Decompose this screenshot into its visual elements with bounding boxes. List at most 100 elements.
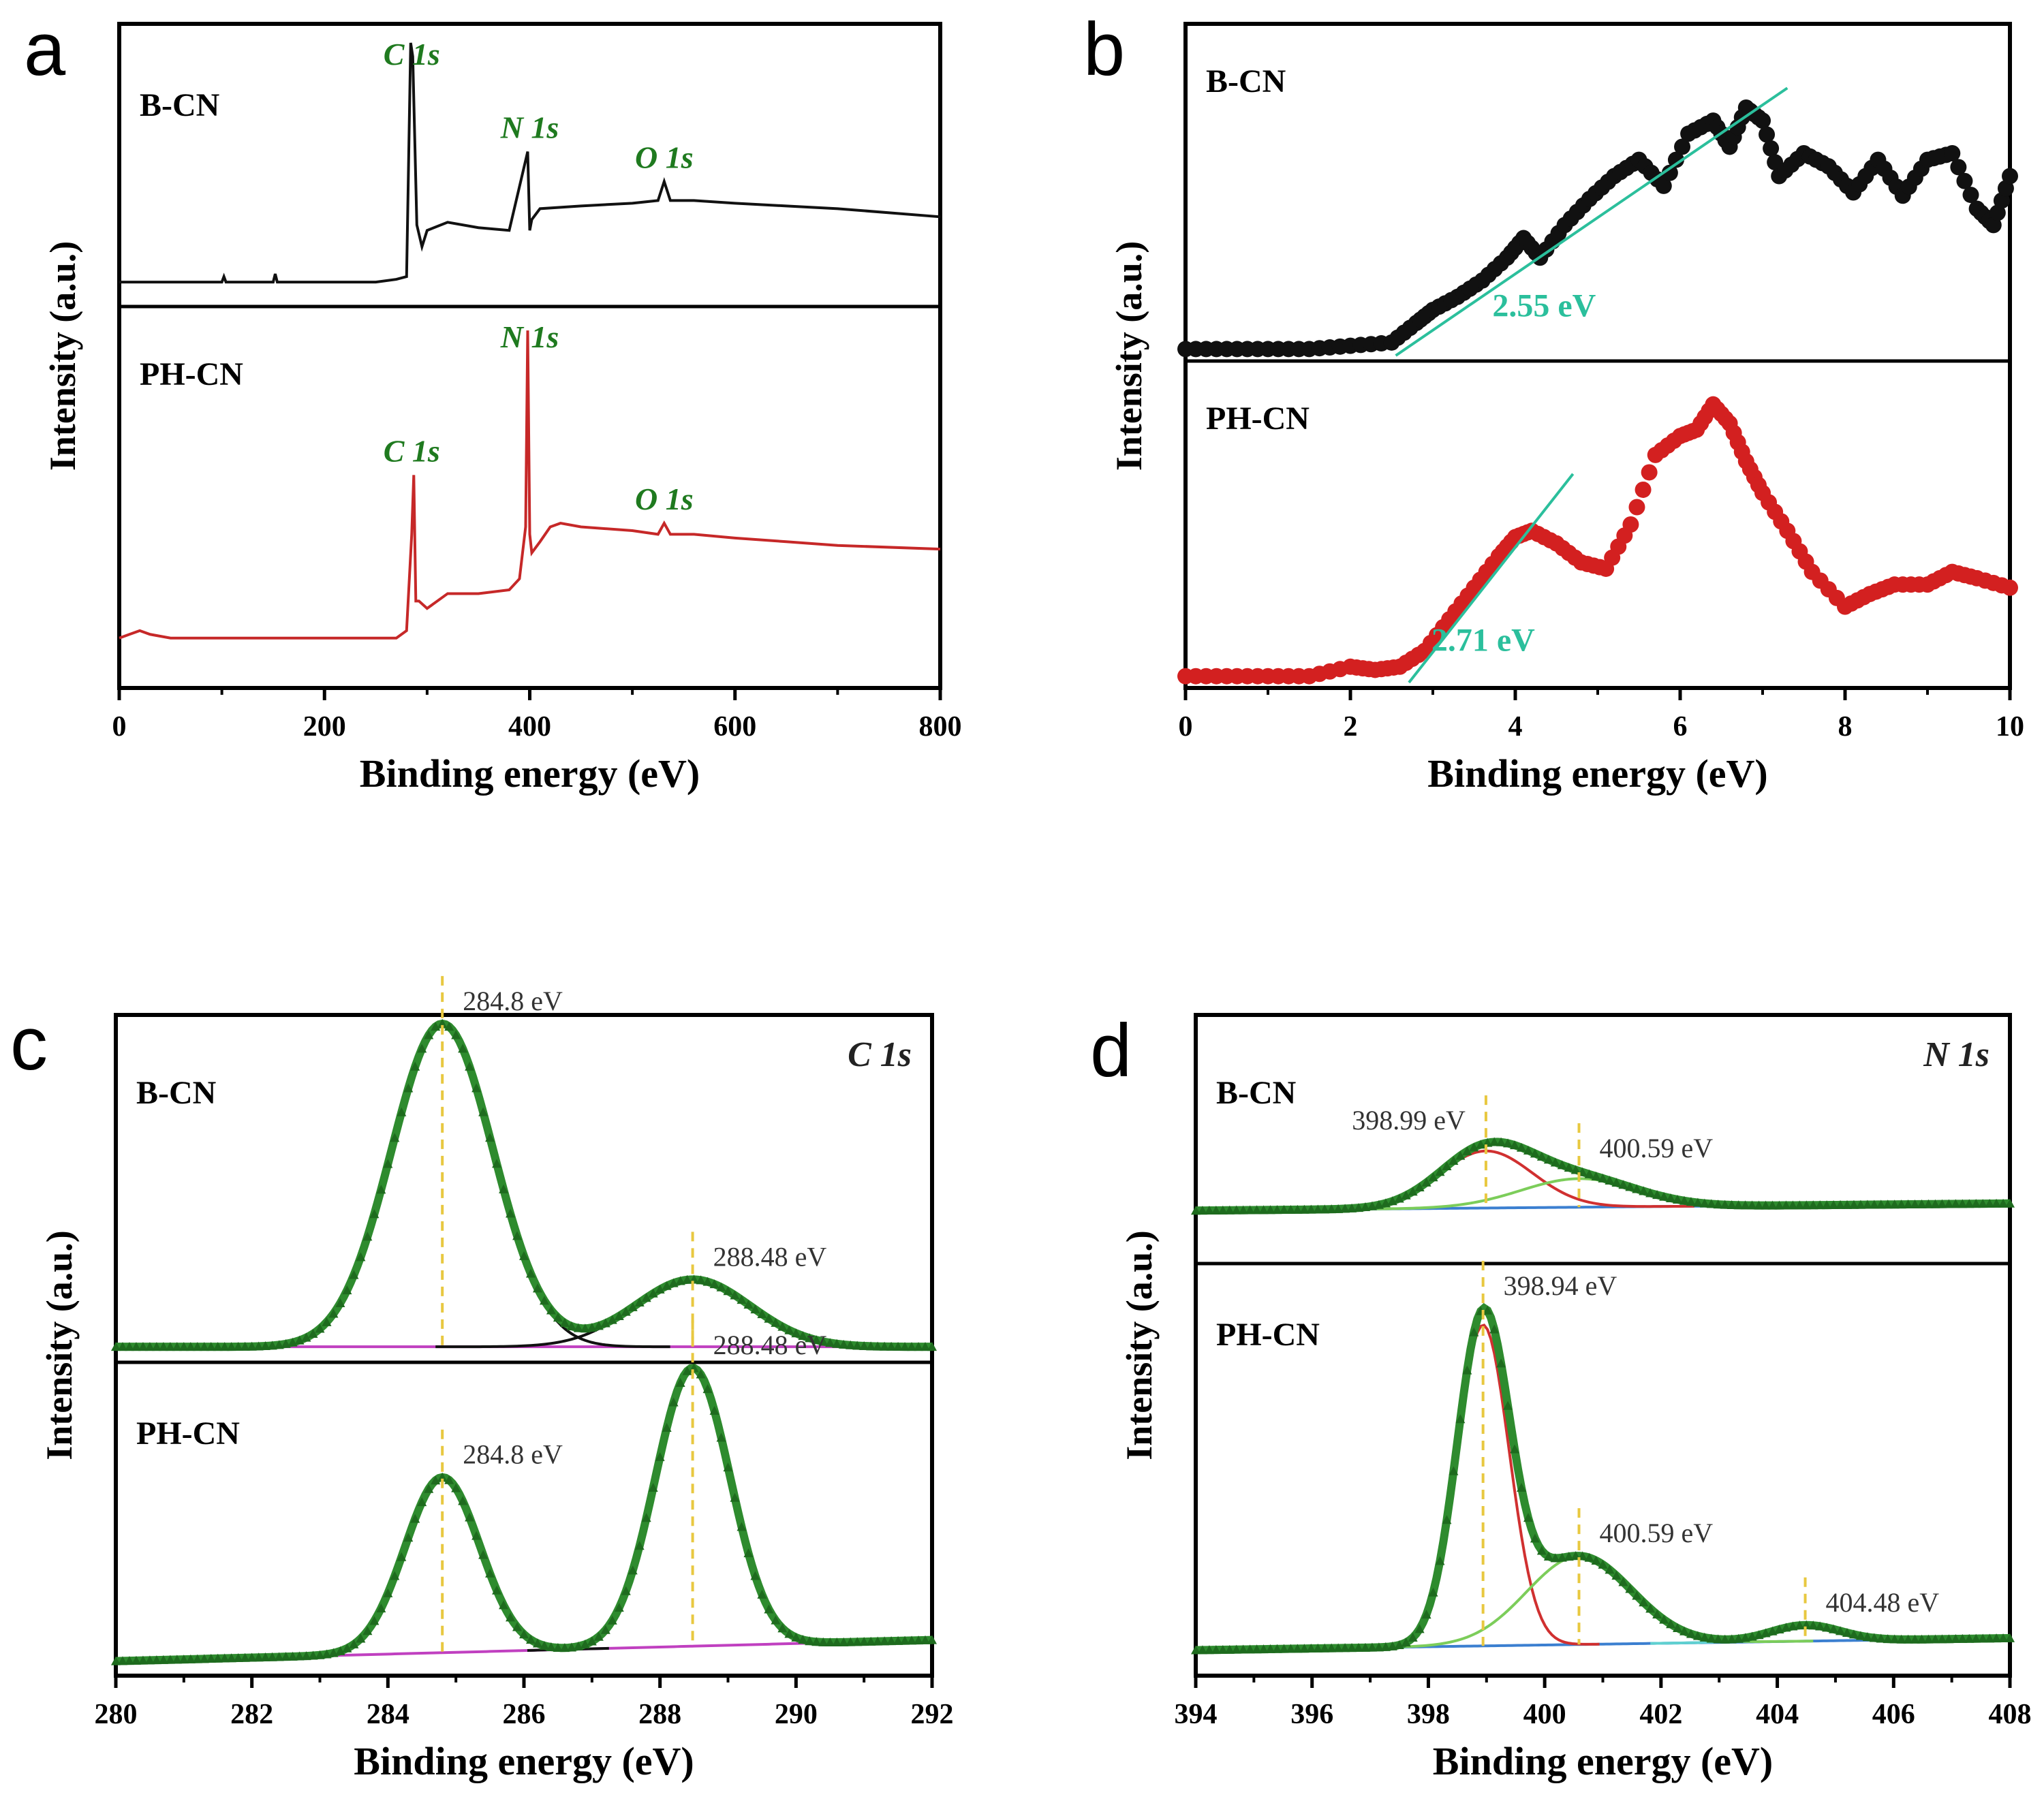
panel-a: 0 200 400 600 800 Binding energy (eV) Intensit…	[24, 7, 962, 796]
measured-data-marker	[668, 1397, 679, 1407]
measured-data-marker	[1340, 1643, 1350, 1653]
measured-data-marker	[131, 1342, 141, 1351]
measured-data-marker	[1292, 1204, 1303, 1214]
measured-data-marker	[138, 1342, 148, 1351]
measured-data-marker	[328, 1309, 339, 1318]
data-point-ph-cn	[1622, 516, 1639, 533]
measured-data-marker	[777, 1623, 788, 1633]
measured-data-marker	[1808, 1200, 1818, 1210]
x-tick-label: 286	[503, 1699, 546, 1730]
measured-data-marker	[1394, 1193, 1404, 1203]
measured-data-marker	[880, 1636, 890, 1646]
peak-label: N 1s	[500, 110, 559, 145]
measured-data-marker	[124, 1342, 134, 1351]
measured-data-marker	[465, 1061, 475, 1071]
measured-data-marker	[1652, 1609, 1662, 1618]
measured-data-marker	[362, 1626, 373, 1635]
measured-data-marker	[811, 1637, 822, 1646]
measured-data-marker	[573, 1323, 583, 1332]
measured-data-marker	[1625, 1584, 1635, 1593]
measured-data-marker	[172, 1655, 182, 1664]
measured-data-marker	[1584, 1552, 1594, 1562]
measured-data-marker	[1462, 1365, 1472, 1375]
measured-data-marker	[458, 1496, 468, 1505]
measured-data-marker	[1564, 1552, 1574, 1561]
measured-data-marker	[424, 1030, 434, 1039]
measured-data-marker	[1632, 1591, 1642, 1600]
measured-data-marker	[1367, 1642, 1377, 1652]
measured-data-marker	[777, 1321, 788, 1331]
x-tick-label: 400	[508, 711, 551, 742]
measured-data-marker	[1754, 1200, 1764, 1210]
measured-data-marker	[1889, 1634, 1900, 1644]
measured-data-marker	[532, 1283, 542, 1293]
measured-data-marker	[1985, 1633, 1995, 1643]
measured-data-marker	[628, 1302, 638, 1311]
measured-data-marker	[1414, 1182, 1425, 1191]
measured-data-marker	[1713, 1200, 1723, 1209]
measured-data-marker	[1380, 1642, 1391, 1651]
measured-data-marker	[1673, 1195, 1683, 1204]
measured-data-marker	[240, 1341, 250, 1351]
measured-data-marker	[1354, 1642, 1363, 1652]
measured-data-marker	[859, 1637, 869, 1646]
x-tick-label: 402	[1639, 1699, 1682, 1730]
x-tick-label: 394	[1175, 1699, 1218, 1730]
measured-data-marker	[206, 1342, 216, 1351]
measured-data-marker	[1517, 1482, 1526, 1492]
data-point-b-cn	[1950, 159, 1967, 176]
measured-data-marker	[519, 1251, 529, 1260]
measured-data-marker	[185, 1342, 196, 1351]
measured-data-marker	[1692, 1631, 1703, 1640]
measured-data-marker	[866, 1341, 876, 1351]
x-axis-label: Binding energy (eV)	[1427, 751, 1767, 796]
measured-data-marker	[199, 1342, 209, 1351]
measured-data-marker	[1889, 1200, 1900, 1209]
x-tick-label: 2	[1344, 711, 1358, 742]
data-point-b-cn	[1754, 112, 1771, 129]
measured-data-marker	[1231, 1205, 1241, 1215]
panel-letter-d: d	[1090, 1009, 1132, 1093]
measured-data-marker	[1333, 1643, 1344, 1653]
measured-data-marker	[805, 1333, 815, 1343]
measured-data-marker	[927, 1635, 937, 1644]
measured-data-marker	[600, 1625, 610, 1634]
measured-data-marker	[1720, 1200, 1730, 1209]
measured-data-marker	[1258, 1644, 1269, 1654]
measured-data-marker	[390, 1571, 400, 1580]
peak-position-label: 288.48 eV	[713, 1330, 827, 1360]
measured-data-marker	[1231, 1644, 1241, 1654]
survey-spectrum-ph-cn	[119, 330, 941, 640]
measured-data-marker	[914, 1342, 924, 1351]
measured-data-marker	[485, 1133, 495, 1142]
measured-data-marker	[260, 1341, 270, 1351]
measured-data-marker	[519, 1629, 529, 1639]
measured-data-marker	[662, 1422, 672, 1432]
x-tick-label: 600	[713, 711, 756, 742]
sample-label-b-cn: B-CN	[1206, 63, 1286, 99]
measured-data-marker	[1639, 1597, 1649, 1607]
measured-data-marker	[1869, 1200, 1879, 1209]
measured-data-marker	[641, 1513, 651, 1522]
measured-data-marker	[1795, 1200, 1805, 1210]
measured-data-marker	[1408, 1187, 1418, 1196]
sample-label-b-cn: B-CN	[136, 1075, 217, 1111]
measured-data-marker	[1910, 1634, 1920, 1644]
x-tick-label: 292	[911, 1699, 954, 1730]
measured-data-marker	[1510, 1140, 1520, 1150]
measured-data-marker	[1740, 1633, 1750, 1642]
measured-data-marker	[1503, 1138, 1513, 1148]
measured-data-marker	[376, 1603, 386, 1613]
measured-data-marker	[1788, 1621, 1798, 1631]
measured-data-marker	[600, 1318, 610, 1328]
measured-data-marker	[165, 1342, 175, 1351]
measured-data-marker	[914, 1635, 924, 1645]
measured-data-marker	[723, 1286, 733, 1296]
measured-data-marker	[1347, 1203, 1357, 1212]
measured-data-marker	[1517, 1142, 1526, 1152]
measured-data-marker	[716, 1282, 726, 1291]
measured-data-marker	[832, 1338, 842, 1348]
data-point-ph-cn	[2002, 579, 2018, 596]
measured-data-marker	[253, 1653, 264, 1662]
measured-data-marker	[1536, 1546, 1547, 1555]
